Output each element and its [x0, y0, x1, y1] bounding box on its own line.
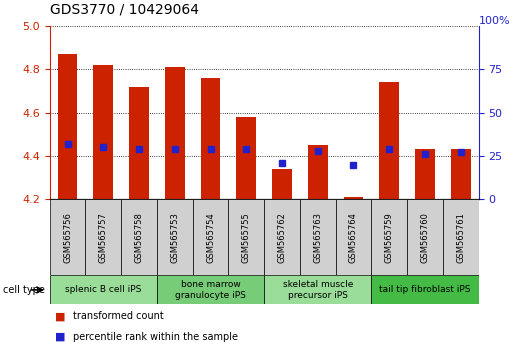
- Bar: [85, 199, 121, 275]
- Bar: [443, 199, 479, 275]
- Bar: [129, 87, 149, 199]
- Text: GSM565754: GSM565754: [206, 212, 215, 263]
- Text: skeletal muscle
precursor iPS: skeletal muscle precursor iPS: [282, 280, 353, 299]
- Bar: [165, 67, 185, 199]
- Bar: [264, 199, 300, 275]
- Text: GSM565759: GSM565759: [385, 212, 394, 263]
- Text: GSM565756: GSM565756: [63, 212, 72, 263]
- Text: bone marrow
granulocyte iPS: bone marrow granulocyte iPS: [175, 280, 246, 299]
- Text: splenic B cell iPS: splenic B cell iPS: [65, 285, 142, 295]
- Bar: [336, 199, 371, 275]
- Text: GSM565757: GSM565757: [99, 212, 108, 263]
- Bar: [192, 199, 229, 275]
- Text: tail tip fibroblast iPS: tail tip fibroblast iPS: [379, 285, 471, 295]
- Bar: [201, 78, 220, 199]
- Text: GSM565758: GSM565758: [134, 212, 143, 263]
- Text: GSM565764: GSM565764: [349, 212, 358, 263]
- Bar: [229, 199, 264, 275]
- Text: GDS3770 / 10429064: GDS3770 / 10429064: [50, 3, 199, 17]
- Bar: [121, 199, 157, 275]
- Bar: [264, 275, 371, 304]
- Bar: [415, 149, 435, 199]
- Bar: [50, 199, 85, 275]
- Bar: [451, 149, 471, 199]
- Bar: [157, 275, 264, 304]
- Bar: [371, 275, 479, 304]
- Bar: [407, 199, 443, 275]
- Bar: [94, 65, 113, 199]
- Text: cell type: cell type: [3, 285, 44, 295]
- Bar: [157, 199, 192, 275]
- Bar: [371, 199, 407, 275]
- Text: ■: ■: [55, 332, 65, 342]
- Bar: [300, 199, 336, 275]
- Text: GSM565760: GSM565760: [420, 212, 429, 263]
- Bar: [50, 275, 157, 304]
- Text: GSM565762: GSM565762: [278, 212, 287, 263]
- Bar: [236, 117, 256, 199]
- Bar: [58, 54, 77, 199]
- Text: GSM565755: GSM565755: [242, 212, 251, 263]
- Text: GSM565761: GSM565761: [456, 212, 465, 263]
- Text: percentile rank within the sample: percentile rank within the sample: [73, 332, 238, 342]
- Text: ■: ■: [55, 312, 65, 321]
- Text: transformed count: transformed count: [73, 312, 164, 321]
- Bar: [344, 197, 363, 199]
- Text: GSM565753: GSM565753: [170, 212, 179, 263]
- Text: GSM565763: GSM565763: [313, 212, 322, 263]
- Bar: [379, 82, 399, 199]
- Bar: [272, 169, 292, 199]
- Text: 100%: 100%: [479, 16, 510, 26]
- Bar: [308, 145, 327, 199]
